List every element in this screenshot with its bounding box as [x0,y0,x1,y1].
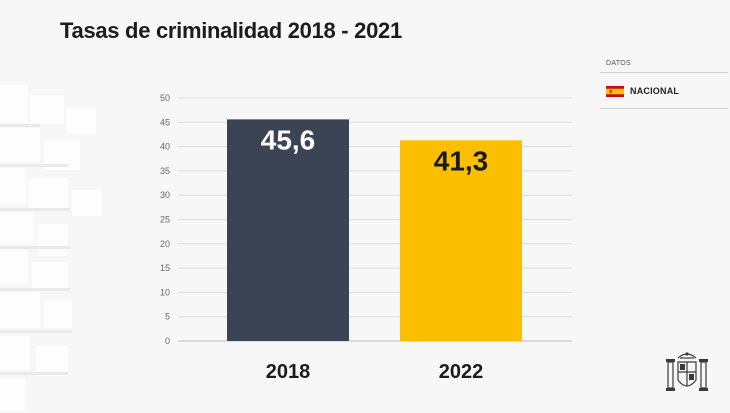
panel-item-label: NACIONAL [630,86,680,96]
y-tick-label: 5 [165,312,170,322]
page-title: Tasas de criminalidad 2018 - 2021 [60,18,402,43]
panel-divider [600,108,728,109]
x-tick-label: 2018 [266,361,311,383]
y-tick-label: 0 [165,336,170,346]
data-label: 41,3 [434,145,489,176]
y-tick-label: 40 [160,142,170,152]
y-tick-label: 30 [160,190,170,200]
panel-divider [600,72,728,73]
x-tick-label: 2022 [439,361,484,383]
panel-item-nacional[interactable]: NACIONAL [606,81,724,101]
y-tick-label: 45 [160,117,170,127]
panel-label: DATOS [606,60,631,67]
bar-2018 [227,119,349,341]
coat-of-arms-icon [666,352,708,391]
data-panel: DATOS NACIONAL [600,56,728,112]
y-tick-label: 35 [160,166,170,176]
y-tick-label: 25 [160,215,170,225]
bar-2022 [400,140,522,341]
y-tick-label: 15 [160,263,170,273]
spain-flag-icon [606,85,624,97]
data-label: 45,6 [261,124,316,155]
y-tick-label: 20 [160,239,170,249]
y-tick-label: 50 [160,93,170,103]
y-tick-label: 10 [160,287,170,297]
